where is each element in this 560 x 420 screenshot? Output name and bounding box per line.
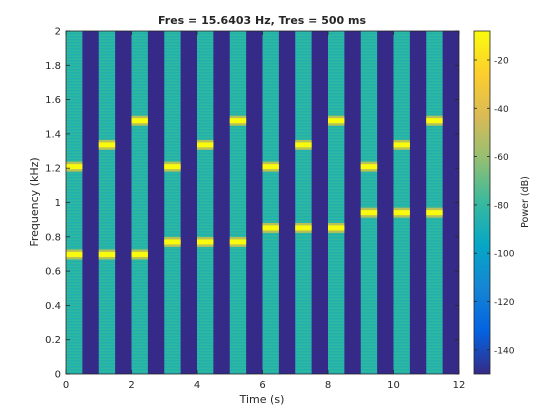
colorbar-tick-label: -100 bbox=[494, 250, 515, 260]
tone-peak-11-1 bbox=[393, 210, 410, 216]
tone-peak-12-2 bbox=[426, 118, 443, 124]
chart-title: Fres = 15.6403 Hz, Tres = 500 ms bbox=[158, 14, 367, 27]
tone-peak-6-2 bbox=[229, 118, 247, 124]
colorbar-tick-label: -60 bbox=[494, 153, 509, 163]
tone-peak-9-1 bbox=[328, 225, 345, 231]
tone-column-4 bbox=[164, 31, 181, 374]
tone-peak-4-2 bbox=[164, 164, 181, 170]
tone-peak-7-1 bbox=[262, 225, 279, 231]
tone-peak-3-2 bbox=[131, 118, 148, 124]
x-tick-label: 0 bbox=[63, 380, 69, 391]
colorbar-label: Power (dB) bbox=[520, 176, 531, 228]
tone-peak-4-1 bbox=[164, 239, 181, 245]
tone-peak-6-1 bbox=[229, 239, 247, 245]
tone-peak-2-2 bbox=[98, 142, 116, 148]
colorbar-tick-label: -40 bbox=[494, 105, 509, 115]
y-tick-label: 0.8 bbox=[45, 232, 61, 243]
tone-peak-11-2 bbox=[393, 142, 410, 148]
tone-peak-8-2 bbox=[295, 142, 312, 148]
colorbar: -20 -40 -60 -80 -100 -120 -140 bbox=[473, 30, 515, 375]
colorbar-tick-label: -20 bbox=[494, 56, 509, 66]
tone-peak-1-2 bbox=[66, 164, 83, 170]
colorbar-gradient bbox=[473, 30, 491, 375]
tone-column-11 bbox=[393, 31, 410, 374]
tone-column-7 bbox=[262, 31, 279, 374]
y-axis-ticks: 0 0.2 0.4 0.6 0.8 1 1.2 1.4 1.6 1.8 2 bbox=[45, 27, 459, 381]
tone-column-5 bbox=[197, 31, 214, 374]
tone-peak-7-2 bbox=[262, 164, 279, 170]
tone-column-10 bbox=[360, 31, 378, 374]
tone-peak-10-1 bbox=[360, 210, 378, 216]
x-tick-label: 6 bbox=[259, 380, 265, 391]
x-tick-label: 2 bbox=[128, 380, 134, 391]
y-tick-label: 1.6 bbox=[45, 95, 61, 106]
y-tick-label: 1.8 bbox=[45, 61, 61, 72]
tone-peak-10-2 bbox=[360, 164, 378, 170]
x-axis-label: Time (s) bbox=[239, 393, 285, 406]
x-tick-label: 4 bbox=[194, 380, 200, 391]
y-axis-label: Frequency (kHz) bbox=[28, 157, 41, 246]
colorbar-tick-label: -80 bbox=[494, 201, 509, 211]
tone-peak-9-2 bbox=[328, 118, 345, 124]
tone-column-8 bbox=[295, 31, 312, 374]
colorbar-tick-label: -120 bbox=[494, 298, 515, 308]
tone-column-12 bbox=[426, 31, 443, 374]
y-tick-label: 1.2 bbox=[45, 164, 61, 175]
tone-peak-3-1 bbox=[131, 251, 148, 257]
tone-peak-1-1 bbox=[66, 251, 83, 257]
y-tick-label: 0.6 bbox=[45, 267, 61, 278]
tone-column-9 bbox=[328, 31, 345, 374]
tone-column-3 bbox=[131, 31, 148, 374]
tone-peak-8-1 bbox=[295, 225, 312, 231]
colorbar-tick-label: -140 bbox=[494, 346, 515, 356]
x-tick-label: 8 bbox=[325, 380, 331, 391]
tone-column-1 bbox=[66, 31, 83, 374]
y-tick-label: 0.2 bbox=[45, 335, 61, 346]
y-tick-label: 0 bbox=[55, 370, 61, 381]
tone-peak-12-1 bbox=[426, 210, 443, 216]
x-tick-label: 12 bbox=[453, 380, 466, 391]
y-tick-label: 1.4 bbox=[45, 129, 61, 140]
y-tick-label: 2 bbox=[55, 27, 61, 38]
y-tick-label: 0.4 bbox=[45, 301, 61, 312]
x-tick-label: 10 bbox=[387, 380, 400, 391]
plot-area: 0 2 4 6 8 10 12 0 0.2 0.4 0.6 0.8 1 1.2 1.4 1.6 1.8 2 bbox=[45, 27, 465, 392]
y-tick-label: 1 bbox=[55, 198, 61, 209]
tone-column-2 bbox=[98, 31, 116, 374]
tone-peak-5-2 bbox=[197, 142, 214, 148]
x-axis-ticks: 0 2 4 6 8 10 12 bbox=[63, 31, 466, 391]
colorbar-ticks: -20 -40 -60 -80 -100 -120 -140 bbox=[474, 56, 515, 356]
tone-column-6 bbox=[229, 31, 247, 374]
tone-peak-5-1 bbox=[197, 239, 214, 245]
tone-peak-2-1 bbox=[98, 251, 116, 257]
tone-columns bbox=[66, 31, 443, 374]
